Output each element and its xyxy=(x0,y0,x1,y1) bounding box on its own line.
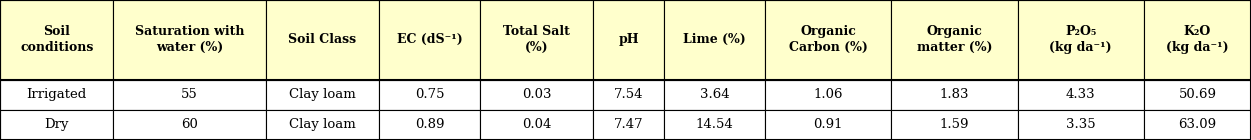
Text: 3.64: 3.64 xyxy=(699,88,729,101)
Text: 7.47: 7.47 xyxy=(614,118,643,131)
Text: 0.04: 0.04 xyxy=(522,118,552,131)
Text: EC (dS⁻¹): EC (dS⁻¹) xyxy=(397,33,463,46)
Text: Clay loam: Clay loam xyxy=(289,88,355,101)
Bar xyxy=(480,110,593,140)
Text: Lime (%): Lime (%) xyxy=(683,33,746,46)
Text: K₂O
(kg da⁻¹): K₂O (kg da⁻¹) xyxy=(1166,25,1228,54)
Text: Irrigated: Irrigated xyxy=(26,88,86,101)
Bar xyxy=(1143,110,1251,140)
Bar xyxy=(265,110,379,140)
Text: pH: pH xyxy=(618,33,639,46)
Bar xyxy=(593,80,664,110)
Bar xyxy=(379,110,480,140)
Text: Soil Class: Soil Class xyxy=(289,33,357,46)
Bar xyxy=(891,80,1017,110)
Bar xyxy=(114,80,265,110)
Text: Organic
Carbon (%): Organic Carbon (%) xyxy=(788,25,867,54)
Text: Saturation with
water (%): Saturation with water (%) xyxy=(135,25,244,54)
Bar xyxy=(891,110,1017,140)
Bar xyxy=(379,80,480,110)
Bar xyxy=(265,80,379,110)
Bar xyxy=(764,0,891,80)
Text: 55: 55 xyxy=(181,88,198,101)
Bar xyxy=(0,0,114,80)
Bar xyxy=(480,80,593,110)
Text: Organic
matter (%): Organic matter (%) xyxy=(917,25,992,54)
Bar xyxy=(1017,110,1143,140)
Text: 0.75: 0.75 xyxy=(415,88,444,101)
Bar xyxy=(593,110,664,140)
Text: 1.06: 1.06 xyxy=(813,88,843,101)
Bar xyxy=(265,0,379,80)
Bar xyxy=(764,80,891,110)
Bar xyxy=(664,80,764,110)
Text: 60: 60 xyxy=(181,118,198,131)
Text: Clay loam: Clay loam xyxy=(289,118,355,131)
Text: 0.89: 0.89 xyxy=(415,118,444,131)
Bar xyxy=(0,80,114,110)
Bar xyxy=(593,0,664,80)
Text: P₂O₅
(kg da⁻¹): P₂O₅ (kg da⁻¹) xyxy=(1050,25,1112,54)
Bar xyxy=(1143,0,1251,80)
Text: 63.09: 63.09 xyxy=(1178,118,1216,131)
Text: 50.69: 50.69 xyxy=(1178,88,1216,101)
Text: 1.59: 1.59 xyxy=(940,118,970,131)
Text: 4.33: 4.33 xyxy=(1066,88,1096,101)
Bar xyxy=(114,0,265,80)
Text: 0.03: 0.03 xyxy=(522,88,552,101)
Bar xyxy=(114,110,265,140)
Text: 14.54: 14.54 xyxy=(696,118,733,131)
Bar xyxy=(891,0,1017,80)
Text: 3.35: 3.35 xyxy=(1066,118,1096,131)
Bar xyxy=(1017,0,1143,80)
Text: 1.83: 1.83 xyxy=(940,88,970,101)
Text: 7.54: 7.54 xyxy=(614,88,643,101)
Text: 0.91: 0.91 xyxy=(813,118,843,131)
Bar xyxy=(1017,80,1143,110)
Text: Dry: Dry xyxy=(45,118,69,131)
Bar xyxy=(664,110,764,140)
Bar xyxy=(764,110,891,140)
Bar xyxy=(1143,80,1251,110)
Bar xyxy=(664,0,764,80)
Text: Total Salt
(%): Total Salt (%) xyxy=(503,25,570,54)
Text: Soil
conditions: Soil conditions xyxy=(20,25,94,54)
Bar xyxy=(379,0,480,80)
Bar xyxy=(0,110,114,140)
Bar xyxy=(480,0,593,80)
